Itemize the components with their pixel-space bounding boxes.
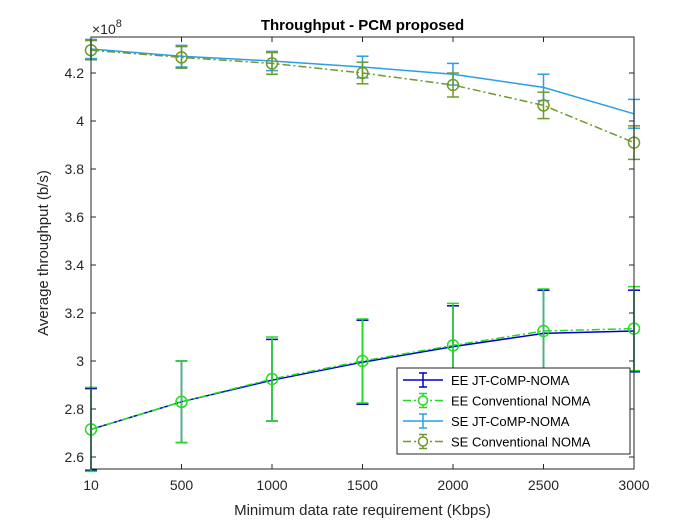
- y-tick-label: 4.2: [65, 65, 85, 81]
- legend-marker: [417, 436, 429, 447]
- y-tick-label: 3: [76, 353, 84, 369]
- legend-box: [396, 367, 631, 455]
- y-tick-label: 3.2: [65, 305, 85, 321]
- chart-title: Throughput - PCM proposed: [261, 17, 464, 34]
- x-tick-label: 3000: [618, 477, 649, 493]
- data-point: [265, 372, 279, 386]
- legend-label: EE JT-CoMP-NOMA: [451, 373, 570, 388]
- legend-item: EE JT-CoMP-NOMA: [403, 372, 570, 388]
- y-tick-label: 3.8: [65, 161, 85, 177]
- y-tick-label: 3.6: [65, 209, 85, 225]
- y-tick-label: 2.8: [65, 401, 85, 417]
- x-tick-label: 2000: [437, 477, 468, 493]
- data-point: [446, 339, 460, 352]
- y-axis-exponent: ×108: [92, 18, 122, 37]
- legend-label: EE Conventional NOMA: [451, 394, 591, 409]
- x-tick-label: 1000: [256, 477, 287, 493]
- legend: EE JT-CoMP-NOMA EE Conventional NOMA SE JT…: [396, 367, 631, 455]
- legend-label: SE JT-CoMP-NOMA: [451, 414, 570, 429]
- data-point: [175, 51, 188, 64]
- x-tick-label: 1500: [347, 477, 378, 493]
- legend-item: SE JT-CoMP-NOMA: [403, 413, 570, 429]
- x-axis-title: Minimum data rate requirement (Kbps): [234, 502, 491, 519]
- data-point: [537, 324, 550, 338]
- x-tick-label: 2500: [528, 477, 559, 493]
- ticks-layer: 10 500 1000 1500 2000 2500 3000 2.6 2.8 3 3.2 3.4 3.…: [65, 37, 650, 493]
- y-exponent-power: 8: [116, 18, 122, 30]
- data-point: [446, 78, 460, 92]
- data-point: [265, 57, 279, 70]
- y-exponent-base: ×10: [92, 21, 116, 37]
- y-tick-label: 4: [76, 113, 84, 129]
- data-point: [175, 395, 188, 409]
- legend-label: SE Conventional NOMA: [451, 435, 591, 450]
- y-tick-label: 3.4: [65, 257, 85, 273]
- legend-marker: [417, 395, 429, 406]
- series-4: [84, 39, 641, 161]
- data-point: [356, 354, 369, 368]
- data-point: [356, 66, 369, 80]
- y-tick-label: 2.6: [65, 449, 85, 465]
- y-axis-title: Average throughput (b/s): [35, 170, 52, 336]
- x-tick-label: 10: [83, 477, 99, 493]
- legend-item: SE Conventional NOMA: [403, 433, 591, 450]
- series-line: [90, 49, 635, 144]
- legend-item: EE Conventional NOMA: [403, 392, 591, 409]
- x-tick-label: 500: [170, 477, 194, 493]
- data-point: [537, 99, 550, 112]
